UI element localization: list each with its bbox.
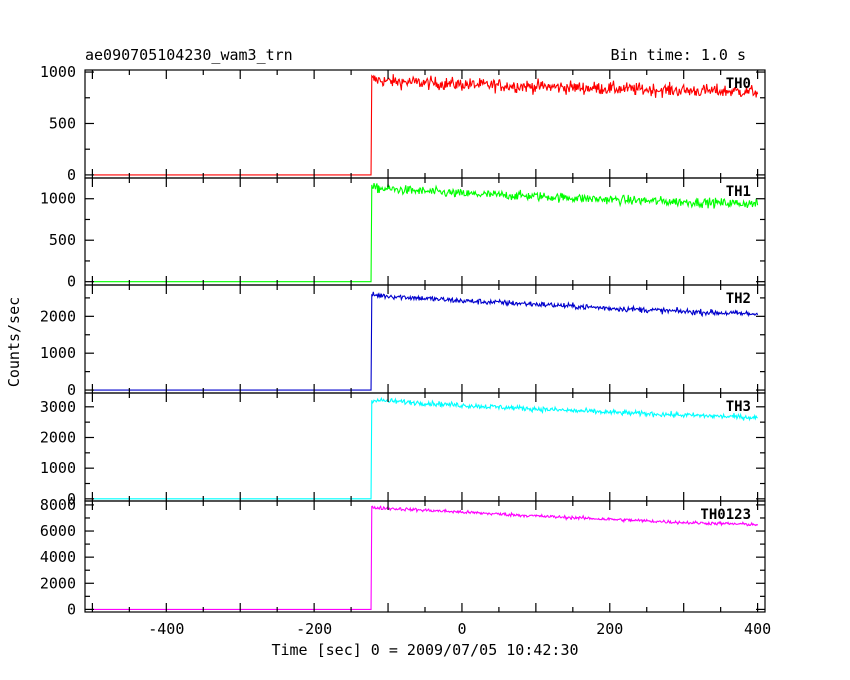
panel-frame	[84, 500, 766, 613]
y-tick-label: 3000	[40, 398, 76, 416]
bin-time-label: Bin time: 1.0 s	[611, 46, 746, 64]
y-tick-label: 4000	[40, 548, 76, 566]
panel-frame	[84, 177, 766, 286]
chart-title: ae090705104230_wam3_trn	[85, 46, 293, 64]
y-tick-label: 500	[49, 231, 76, 249]
panel-th0: 0 500 1000 TH0	[40, 63, 766, 184]
y-tick-label: 0	[67, 490, 76, 508]
y-tick-label: 6000	[40, 522, 76, 540]
y-tick-label: 2000	[40, 428, 76, 446]
y-tick-label: 8000	[40, 496, 76, 514]
y-tick-label: 1000	[40, 63, 76, 81]
series-line-th0	[92, 74, 759, 176]
y-tick-label: 2000	[40, 574, 76, 592]
x-axis-title: Time [sec] 0 = 2009/07/05 10:42:30	[271, 641, 578, 659]
series-line-th0123	[92, 505, 759, 610]
panel-frame	[84, 69, 766, 179]
x-tick-label: -200	[296, 620, 332, 638]
panel-th1: 0 500 1000 TH1	[40, 177, 766, 291]
panel-frame	[84, 392, 766, 502]
x-tick-label: -400	[148, 620, 184, 638]
series-label-th0123: TH0123	[700, 507, 751, 523]
panel-th3: 0 1000 2000 3000 TH3	[40, 392, 766, 508]
x-tick-label: 400	[744, 620, 771, 638]
y-tick-label: 0	[67, 273, 76, 291]
series-label-th1: TH1	[726, 184, 751, 200]
series-label-th2: TH2	[726, 291, 751, 307]
y-tick-label: 0	[67, 166, 76, 184]
y-tick-label: 1000	[40, 190, 76, 208]
series-line-th3	[92, 396, 758, 500]
panel-th2: 0 1000 2000 TH2	[40, 284, 766, 399]
panel-frame	[84, 284, 766, 394]
y-tick-label: 1000	[40, 344, 76, 362]
panels-group: 0 500 1000 TH0 0 500 1000 TH1 0 1000 2000 TH2 0 1000 2…	[40, 63, 766, 618]
y-tick-label: 500	[49, 114, 76, 132]
series-label-th3: TH3	[726, 399, 751, 415]
series-line-th2	[92, 291, 759, 391]
x-axis: -400 -200 0 200 400	[148, 620, 771, 638]
x-tick-label: 200	[596, 620, 623, 638]
series-line-th1	[92, 183, 759, 283]
y-tick-label: 2000	[40, 307, 76, 325]
y-tick-label: 0	[67, 600, 76, 618]
y-axis-title: Counts/sec	[5, 297, 23, 387]
panel-th0123: 0 2000 4000 6000 8000 TH0123	[40, 496, 766, 618]
x-tick-label: 0	[457, 620, 466, 638]
y-tick-label: 1000	[40, 459, 76, 477]
y-tick-label: 0	[67, 381, 76, 399]
series-label-th0: TH0	[726, 76, 751, 92]
